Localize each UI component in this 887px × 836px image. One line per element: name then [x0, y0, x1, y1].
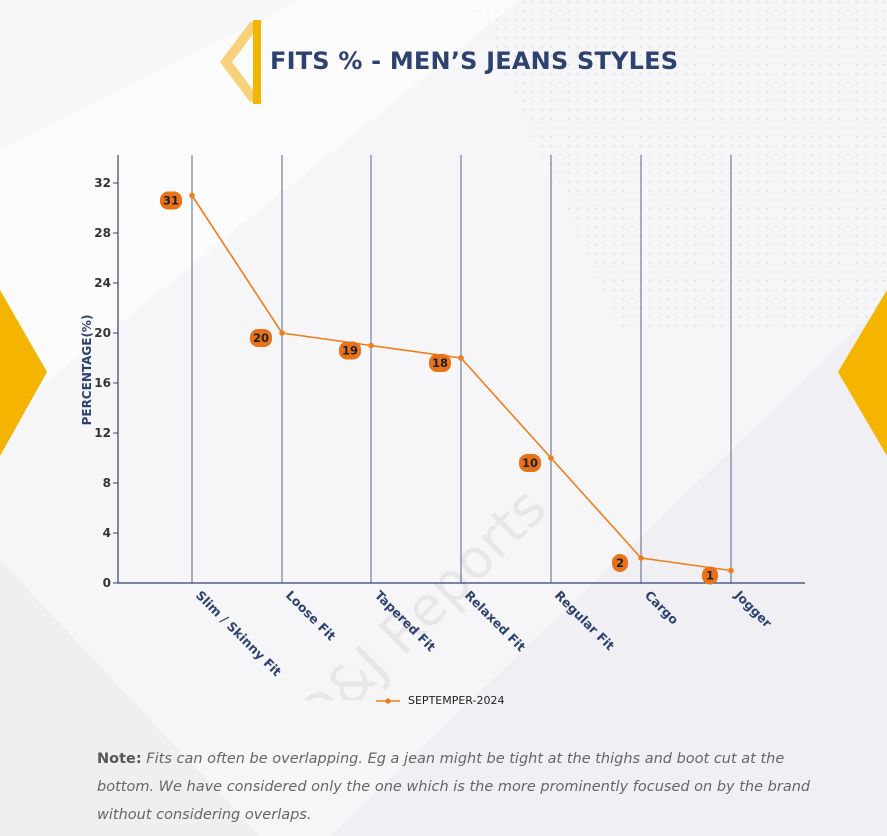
- right-accent-triangle: [838, 290, 887, 456]
- y-tick-label: 16: [94, 376, 111, 390]
- y-tick-label: 32: [94, 176, 111, 190]
- y-tick-label: 20: [94, 326, 111, 340]
- data-point: [458, 355, 464, 361]
- data-point: [279, 330, 285, 336]
- footnote: Note: Fits can often be overlapping. Eg …: [97, 745, 817, 829]
- data-label: 1: [706, 569, 714, 583]
- data-point: [638, 555, 644, 561]
- data-point: [368, 342, 374, 349]
- title-block: FITS % - MEN’S JEANS STYLES: [220, 20, 678, 104]
- data-label: 18: [432, 356, 448, 370]
- x-tick-label: Loose Fit: [283, 588, 339, 644]
- data-label-badge: [160, 191, 182, 210]
- title-chevron-icon: [220, 20, 262, 104]
- data-label: 31: [163, 194, 179, 208]
- data-point: [548, 455, 554, 461]
- data-point: [728, 567, 734, 574]
- data-label-badge: [429, 354, 451, 372]
- y-tick-label: 24: [94, 276, 111, 290]
- data-label-badge: [250, 329, 272, 347]
- data-label: 10: [522, 456, 538, 470]
- y-tick-label: 4: [103, 526, 111, 540]
- data-label-badge: [519, 454, 541, 472]
- x-tick-label: Relaxed Fit: [462, 588, 529, 655]
- line-chart: D&J Reports048121620242832PERCENTAGE(%)S…: [80, 155, 805, 700]
- y-axis-label: PERCENTAGE(%): [80, 315, 94, 426]
- y-tick-label: 28: [94, 226, 111, 240]
- x-tick-label: Slim / Skinny Fit: [193, 588, 285, 680]
- legend-marker-icon: [376, 697, 400, 704]
- y-tick-label: 8: [103, 476, 111, 490]
- data-point: [189, 192, 195, 199]
- data-label-badge: [339, 341, 361, 360]
- note-prefix: Note:: [97, 751, 142, 767]
- data-label-badge: [702, 566, 718, 585]
- watermark: D&J Reports: [285, 476, 559, 700]
- y-tick-label: 0: [103, 576, 111, 590]
- data-label-badge: [612, 554, 628, 572]
- x-tick-label: Regular Fit: [552, 588, 618, 654]
- data-label: 20: [253, 331, 269, 345]
- data-label: 19: [342, 344, 358, 358]
- x-tick-label: Jogger: [731, 587, 775, 631]
- legend-label: SEPTEMPER-2024: [408, 694, 505, 707]
- y-tick-label: 12: [94, 426, 111, 440]
- x-tick-label: Cargo: [642, 588, 682, 628]
- left-accent-triangle: [0, 290, 47, 456]
- legend: SEPTEMPER-2024: [376, 694, 504, 707]
- data-label: 2: [616, 556, 624, 570]
- note-text: Fits can often be overlapping. Eg a jean…: [97, 751, 811, 823]
- page-title: FITS % - MEN’S JEANS STYLES: [270, 47, 679, 75]
